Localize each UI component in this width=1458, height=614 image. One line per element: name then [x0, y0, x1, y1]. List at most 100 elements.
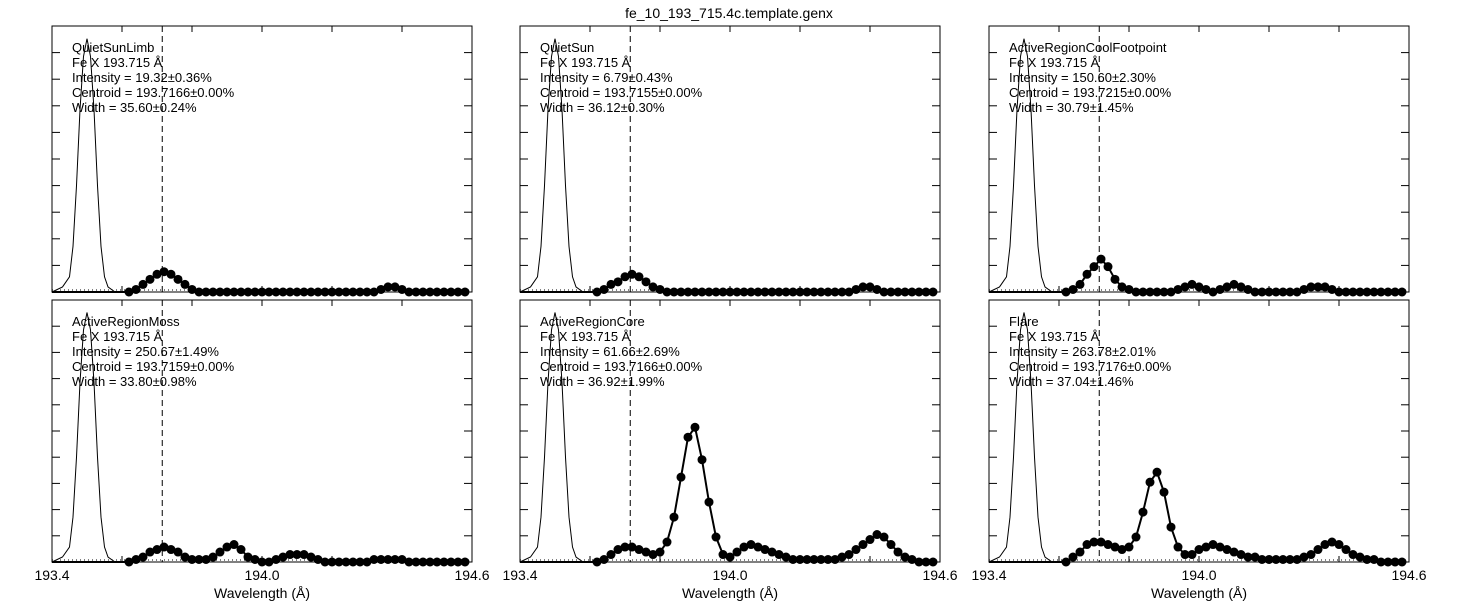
intensity-label: Intensity = 6.79±0.43%: [540, 70, 673, 85]
data-point: [390, 282, 400, 292]
data-point: [215, 547, 225, 557]
x-axis-label: Wavelength (Å): [1151, 585, 1247, 601]
data-point: [851, 545, 861, 555]
data-point: [1362, 555, 1372, 565]
data-point: [180, 552, 190, 562]
data-point: [676, 287, 686, 297]
data-point: [159, 542, 169, 552]
instrument-profile-line: [519, 312, 590, 563]
data-point: [641, 277, 651, 287]
data-point: [914, 557, 924, 567]
data-point: [397, 284, 407, 294]
data-point: [1138, 287, 1148, 297]
instrument-profile-line: [988, 38, 1059, 293]
data-point: [697, 455, 707, 465]
data-point: [439, 287, 449, 297]
data-point: [1075, 279, 1085, 289]
data-point: [348, 287, 358, 297]
data-point: [606, 279, 616, 289]
centroid-label: Centroid = 193.7166±0.00%: [72, 85, 235, 100]
data-point: [341, 557, 351, 567]
data-point: [1236, 550, 1246, 560]
data-point: [1264, 555, 1274, 565]
data-point: [753, 287, 763, 297]
data-point: [327, 287, 337, 297]
data-point: [1075, 547, 1085, 557]
data-point: [1369, 555, 1379, 565]
data-point: [718, 550, 728, 560]
data-point: [1117, 545, 1127, 555]
data-point: [788, 287, 798, 297]
data-point: [236, 545, 246, 555]
data-point: [872, 530, 882, 540]
data-point: [299, 550, 309, 560]
data-point: [739, 542, 749, 552]
data-point: [1159, 487, 1169, 497]
data-point: [201, 555, 211, 565]
data-point: [1334, 287, 1344, 297]
data-point: [432, 557, 442, 567]
data-point: [795, 287, 805, 297]
intensity-label: Intensity = 61.66±2.69%: [540, 344, 680, 359]
data-point: [1376, 557, 1386, 567]
data-point: [453, 287, 463, 297]
data-point: [1124, 542, 1134, 552]
data-point: [928, 557, 938, 567]
data-point: [1271, 555, 1281, 565]
data-point: [187, 555, 197, 565]
data-point: [1285, 555, 1295, 565]
data-point: [1180, 550, 1190, 560]
data-point: [1271, 287, 1281, 297]
data-point: [1313, 282, 1323, 292]
data-point: [131, 284, 141, 294]
data-point: [634, 545, 644, 555]
data-point: [1173, 542, 1183, 552]
data-point: [229, 287, 239, 297]
data-point: [418, 287, 428, 297]
data-point: [1110, 274, 1120, 284]
intensity-label: Intensity = 263.78±2.01%: [1009, 344, 1156, 359]
data-point: [194, 555, 204, 565]
intensity-label: Intensity = 19.32±0.36%: [72, 70, 212, 85]
data-point: [229, 540, 239, 550]
data-point: [383, 282, 393, 292]
data-point: [1292, 555, 1302, 565]
x-tick-label: 193.4: [971, 567, 1006, 583]
data-point: [1299, 552, 1309, 562]
data-point: [816, 555, 826, 565]
data-point: [1110, 542, 1120, 552]
instrument-profile-line: [988, 312, 1059, 563]
data-point: [627, 269, 637, 279]
data-point: [411, 287, 421, 297]
centroid-label: Centroid = 193.7176±0.00%: [1009, 359, 1172, 374]
instrument-profile-line: [51, 312, 122, 563]
data-point: [138, 279, 148, 289]
ion-label: Fe X 193.715 Å: [72, 329, 163, 344]
data-point: [606, 550, 616, 560]
data-point: [124, 557, 134, 567]
centroid-label: Centroid = 193.7159±0.00%: [72, 359, 235, 374]
data-point: [355, 557, 365, 567]
data-point: [166, 269, 176, 279]
data-point: [1243, 284, 1253, 294]
x-axis-label: Wavelength (Å): [682, 585, 778, 601]
data-point: [124, 287, 134, 297]
data-point: [187, 284, 197, 294]
data-point: [1187, 550, 1197, 560]
data-point: [1208, 287, 1218, 297]
data-point: [767, 547, 777, 557]
data-point: [648, 282, 658, 292]
panel-title: QuietSunLimb: [72, 40, 154, 55]
data-point: [418, 557, 428, 567]
data-point: [655, 284, 665, 294]
data-point: [732, 287, 742, 297]
data-point: [159, 267, 169, 277]
data-point: [1285, 287, 1295, 297]
data-point: [1215, 284, 1225, 294]
data-point: [138, 552, 148, 562]
width-label: Width = 36.92±1.99%: [540, 374, 665, 389]
data-point: [599, 555, 609, 565]
data-point: [1320, 540, 1330, 550]
